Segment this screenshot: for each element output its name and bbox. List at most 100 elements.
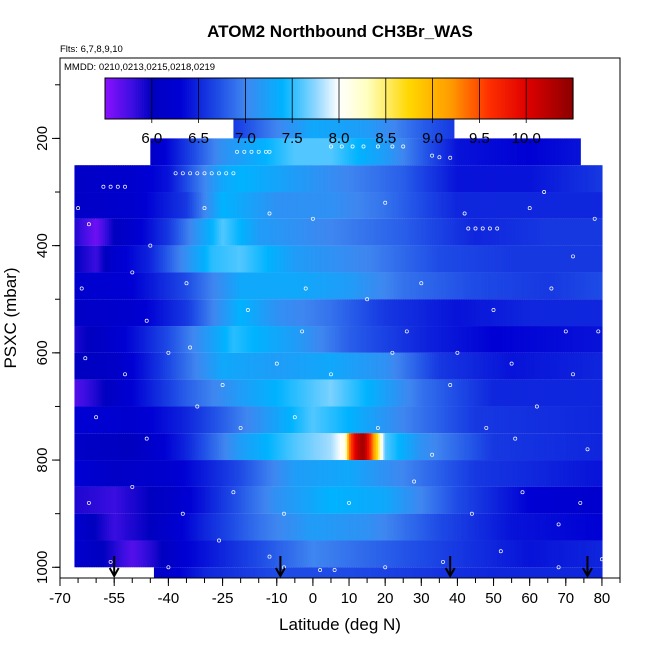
heatmap-cell	[175, 326, 179, 353]
heatmap-cell	[256, 111, 260, 139]
heatmap-cell	[244, 460, 247, 487]
heatmap-cell	[576, 540, 580, 568]
heatmap-cell	[347, 245, 350, 273]
heatmap-cell	[542, 165, 545, 193]
heatmap-cell	[108, 218, 112, 246]
heatmap-cell	[172, 486, 175, 514]
heatmap-cell	[372, 567, 375, 578]
heatmap-cell	[367, 567, 370, 578]
heatmap-cell	[215, 326, 218, 353]
heatmap-cell	[345, 192, 348, 219]
heatmap-cell	[509, 460, 513, 487]
heatmap-cell	[489, 299, 493, 327]
heatmap-cell	[374, 486, 377, 514]
heatmap-cell	[565, 138, 569, 166]
heatmap-cell	[251, 272, 254, 300]
heatmap-cell	[96, 326, 99, 353]
heatmap-cell	[591, 460, 594, 487]
heatmap-cell	[367, 192, 370, 219]
heatmap-cell	[513, 138, 516, 166]
heatmap-cell	[397, 406, 401, 434]
heatmap-cell	[370, 460, 374, 487]
heatmap-cell	[150, 218, 153, 246]
heatmap-cell	[574, 406, 578, 434]
heatmap-cell	[199, 460, 202, 487]
heatmap-cell	[188, 513, 191, 541]
heatmap-cell	[273, 138, 276, 166]
heatmap-cell	[452, 165, 455, 193]
heatmap-cell	[303, 165, 307, 193]
heatmap-cell	[488, 486, 491, 514]
heatmap-cell	[276, 138, 280, 166]
heatmap-cell	[276, 245, 280, 273]
heatmap-cell	[74, 192, 77, 219]
heatmap-cell	[356, 218, 359, 246]
heatmap-cell	[126, 272, 130, 300]
heatmap-cell	[513, 192, 516, 219]
heatmap-cell	[83, 379, 86, 407]
heatmap-cell	[112, 540, 115, 568]
heatmap-cell	[96, 540, 99, 568]
heatmap-cell	[134, 486, 137, 514]
heatmap-cell	[345, 272, 348, 300]
heatmap-cell	[287, 272, 291, 300]
heatmap-cell	[531, 486, 534, 514]
heatmap-cell	[311, 352, 314, 380]
heatmap-cell	[143, 218, 146, 246]
heatmap-cell	[491, 326, 495, 353]
heatmap-cell	[307, 326, 310, 353]
heatmap-cell	[224, 245, 227, 273]
heatmap-cell	[491, 138, 495, 166]
heatmap-cell	[175, 352, 179, 380]
heatmap-cell	[363, 433, 366, 461]
heatmap-cell	[253, 111, 256, 139]
heatmap-cell	[305, 406, 309, 434]
heatmap-cell	[296, 218, 300, 246]
heatmap-cell	[363, 460, 366, 487]
heatmap-cell	[217, 352, 220, 380]
heatmap-cell	[152, 460, 155, 487]
heatmap-cell	[237, 567, 240, 578]
heatmap-cell	[213, 192, 216, 219]
heatmap-cell	[556, 245, 560, 273]
heatmap-cell	[565, 192, 569, 219]
heatmap-cell	[303, 138, 307, 166]
heatmap-cell	[271, 111, 274, 139]
heatmap-cell	[274, 299, 278, 327]
heatmap-cell	[446, 192, 449, 219]
heatmap-cell	[392, 138, 395, 166]
heatmap-cell	[228, 218, 231, 246]
heatmap-cell	[132, 299, 135, 327]
heatmap-cell	[215, 352, 218, 380]
heatmap-cell	[350, 165, 354, 193]
heatmap-cell	[524, 352, 527, 380]
heatmap-cell	[374, 111, 377, 139]
heatmap-cell	[164, 272, 168, 300]
heatmap-cell	[564, 165, 567, 193]
heatmap-cell	[220, 567, 224, 578]
heatmap-cell	[199, 486, 202, 514]
heatmap-cell	[296, 379, 300, 407]
heatmap-cell	[515, 352, 518, 380]
heatmap-cell	[549, 379, 552, 407]
heatmap-cell	[542, 218, 545, 246]
heatmap-cell	[247, 486, 251, 514]
heatmap-cell	[85, 192, 88, 219]
heatmap-cell	[294, 218, 298, 246]
heatmap-cell	[229, 326, 233, 353]
heatmap-cell	[321, 138, 325, 166]
heatmap-cell	[228, 192, 231, 219]
heatmap-cell	[247, 192, 251, 219]
heatmap-cell	[397, 165, 401, 193]
heatmap-cell	[296, 138, 300, 166]
heatmap-cell	[141, 245, 144, 273]
heatmap-cell	[468, 272, 471, 300]
heatmap-cell	[298, 379, 301, 407]
heatmap-cell	[350, 272, 354, 300]
heatmap-cell	[318, 567, 321, 578]
heatmap-cell	[164, 513, 168, 541]
heatmap-cell	[141, 192, 144, 219]
heatmap-cell	[273, 352, 276, 380]
heatmap-cell	[405, 433, 408, 461]
heatmap-cell	[365, 460, 368, 487]
